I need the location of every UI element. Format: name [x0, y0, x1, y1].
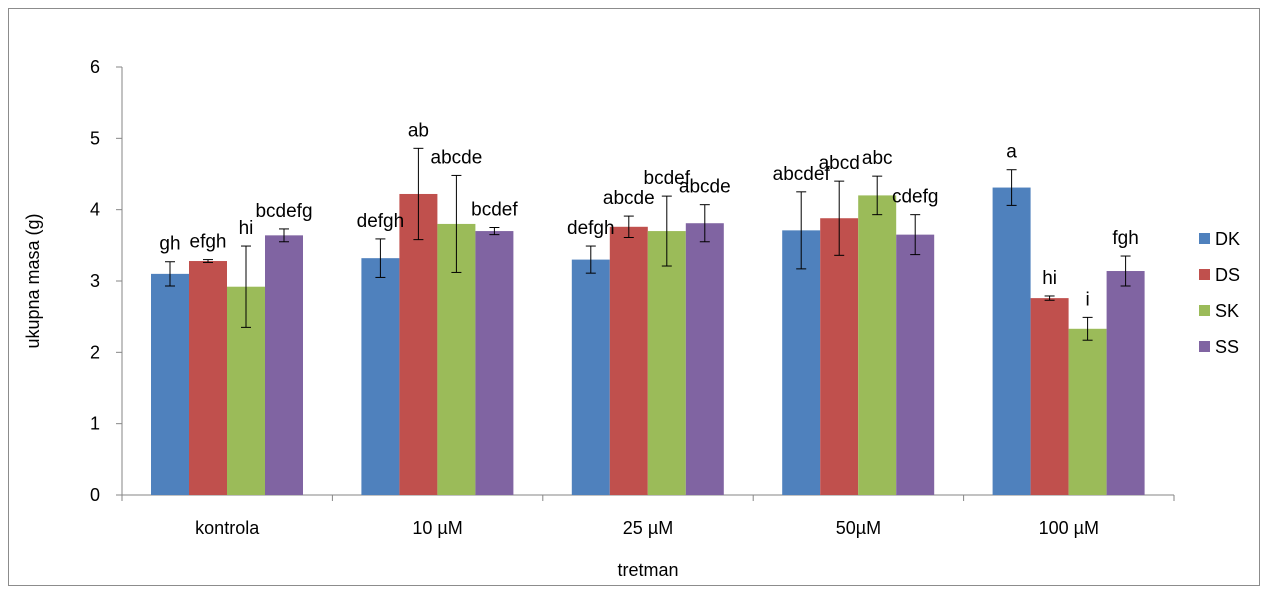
- significance-label: fgh: [1112, 228, 1138, 249]
- y-tick-label: 3: [90, 271, 100, 291]
- significance-label: bcdef: [644, 168, 691, 189]
- error-bars-group: [165, 147, 1131, 341]
- significance-label: bcdefg: [255, 201, 312, 222]
- legend-swatch: [1199, 269, 1210, 280]
- bar-sk: [647, 231, 686, 496]
- significance-label: abcde: [603, 188, 655, 209]
- y-tick-label: 6: [90, 57, 100, 77]
- y-tick-label: 2: [90, 342, 100, 362]
- significance-label: abcdef: [773, 164, 831, 185]
- significance-label: i: [1085, 289, 1089, 310]
- y-tick-label: 5: [90, 128, 100, 148]
- significance-label: abcde: [679, 177, 731, 198]
- bar-ds: [609, 226, 648, 495]
- significance-label: a: [1006, 142, 1017, 163]
- bar-dk: [151, 273, 189, 495]
- bar-ds: [1030, 298, 1069, 495]
- bar-ss: [475, 231, 514, 496]
- significance-label: efgh: [190, 232, 227, 253]
- legend-swatch: [1199, 233, 1210, 244]
- x-tick-label: 50µM: [836, 518, 881, 538]
- bars-group: [151, 187, 1145, 496]
- bar-dk: [571, 259, 610, 495]
- significance-label: defgh: [357, 211, 405, 232]
- chart-frame: 0 1 2 3 4 5 6 kontrola 10 µM 25 µM 50µM 100 µM gh de…: [8, 8, 1260, 586]
- x-axis-title: tretman: [617, 560, 678, 580]
- significance-label: gh: [159, 234, 180, 255]
- legend-label: SK: [1215, 301, 1239, 321]
- bar-ss: [896, 234, 935, 495]
- bar-ss: [685, 223, 724, 495]
- y-tick-label: 4: [90, 200, 100, 220]
- legend: DK DS SK SS: [1199, 229, 1240, 357]
- x-tick-label: kontrola: [195, 518, 260, 538]
- bar-sk: [1068, 328, 1107, 495]
- legend-swatch: [1199, 305, 1210, 316]
- x-tick-label: 10 µM: [412, 518, 462, 538]
- bar-ds: [820, 218, 859, 495]
- bar-sk: [858, 195, 897, 495]
- significance-label: defgh: [567, 218, 615, 239]
- legend-label: SS: [1215, 337, 1239, 357]
- bar-dk: [992, 187, 1031, 495]
- x-tick-label: 25 µM: [623, 518, 673, 538]
- bar-ss: [265, 235, 303, 495]
- legend-swatch: [1199, 341, 1210, 352]
- legend-label: DK: [1215, 229, 1240, 249]
- bar-chart: 0 1 2 3 4 5 6 kontrola 10 µM 25 µM 50µM 100 µM gh de…: [23, 57, 1240, 580]
- y-tick-label: 0: [90, 485, 100, 505]
- significance-label: abcd: [819, 153, 860, 174]
- significance-label: cdefg: [892, 187, 938, 208]
- significance-label: hi: [1042, 268, 1057, 289]
- bar-ds: [399, 193, 438, 495]
- bar-dk: [782, 230, 821, 495]
- y-axis-title: ukupna masa (g): [23, 213, 43, 348]
- bar-ss: [1106, 271, 1145, 495]
- significance-label: ab: [408, 120, 429, 141]
- significance-label: abcde: [431, 147, 483, 168]
- bar-dk: [361, 258, 400, 495]
- y-tick-label: 1: [90, 414, 100, 434]
- x-tick-label: 100 µM: [1039, 518, 1099, 538]
- legend-label: DS: [1215, 265, 1240, 285]
- significance-label: hi: [239, 218, 254, 239]
- bar-ds: [189, 261, 227, 495]
- significance-label: bcdef: [471, 200, 518, 221]
- significance-label: abc: [862, 148, 893, 169]
